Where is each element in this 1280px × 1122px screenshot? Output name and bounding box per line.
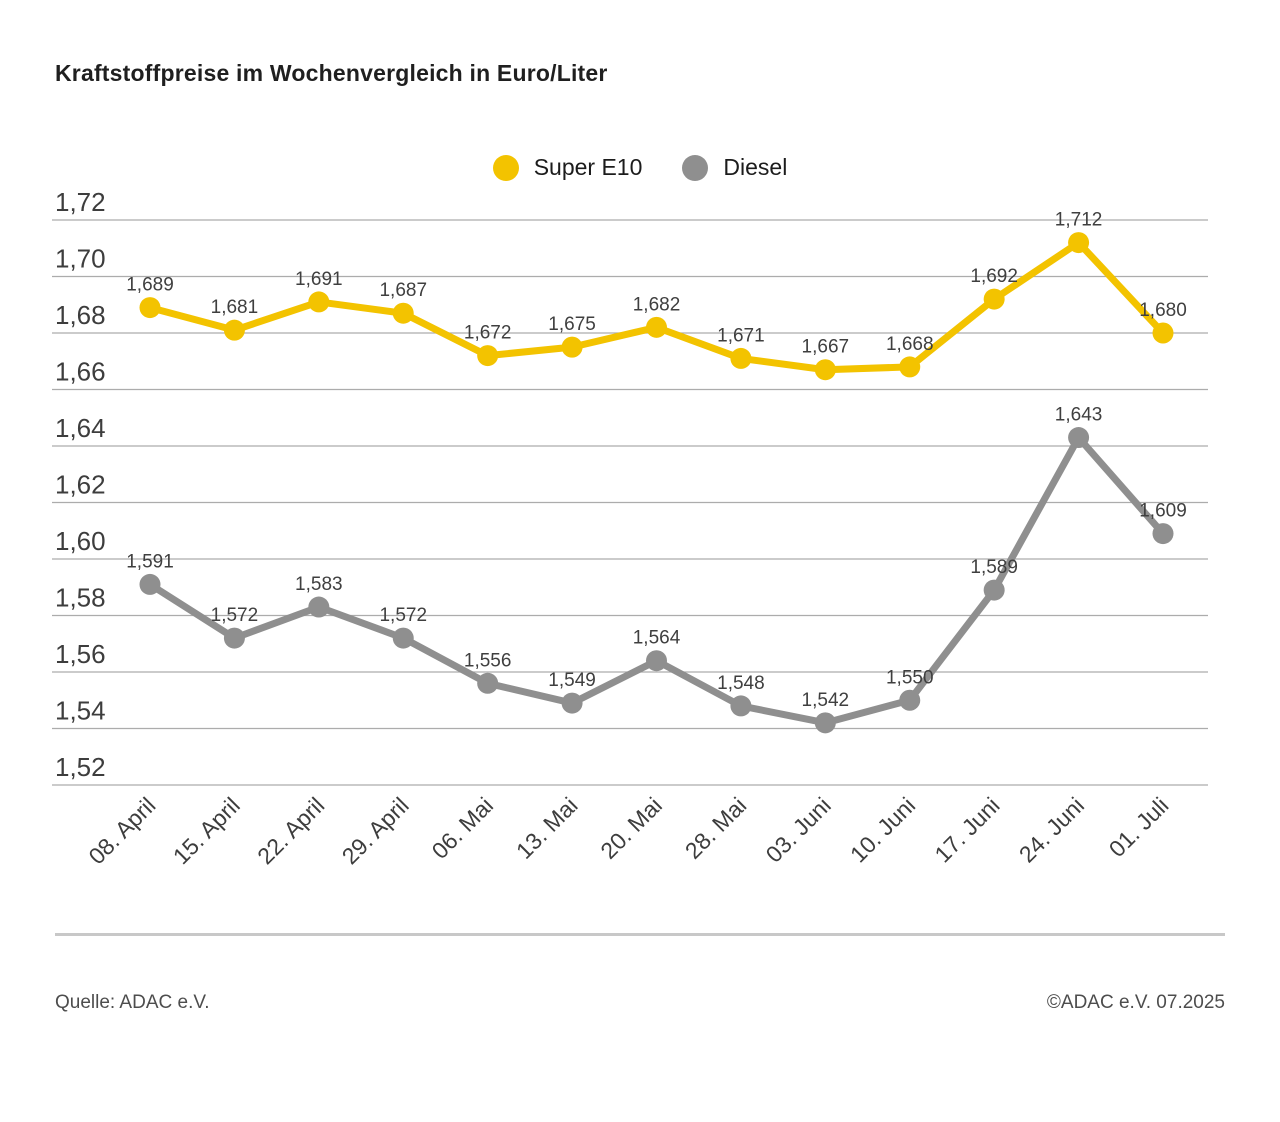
- data-point-super-e10: [223, 319, 245, 341]
- data-point-label-super-e10: 1,680: [1139, 300, 1187, 321]
- legend-item-super-e10: Super E10: [492, 154, 643, 181]
- x-axis-label: 03. Juni: [761, 792, 836, 867]
- data-point-label-diesel: 1,591: [126, 551, 174, 572]
- data-point-label-diesel: 1,643: [1055, 405, 1103, 426]
- legend-label-diesel: Diesel: [723, 154, 788, 180]
- data-point-super-e10: [814, 359, 836, 381]
- data-point-label-diesel: 1,572: [379, 605, 427, 626]
- data-point-super-e10: [1068, 232, 1090, 254]
- x-axis-label: 01. Juli: [1104, 792, 1174, 862]
- data-point-super-e10: [983, 288, 1005, 310]
- x-axis-label: 24. Juni: [1014, 792, 1089, 867]
- data-point-label-diesel: 1,583: [295, 574, 343, 595]
- data-point-label-super-e10: 1,691: [295, 269, 343, 290]
- data-point-label-diesel: 1,589: [970, 557, 1018, 578]
- legend: Super E10 Diesel: [0, 154, 1280, 181]
- y-axis-label: 1,66: [55, 357, 106, 387]
- data-point-super-e10: [1152, 322, 1174, 344]
- data-point-label-super-e10: 1,671: [717, 325, 765, 346]
- legend-label-super-e10: Super E10: [533, 154, 643, 180]
- x-axis-label: 28. Mai: [680, 792, 752, 864]
- data-point-diesel: [392, 627, 414, 649]
- footer: Quelle: ADAC e.V. ©ADAC e.V. 07.2025: [55, 992, 1225, 1014]
- data-point-super-e10: [392, 302, 414, 324]
- data-point-diesel: [223, 627, 245, 649]
- data-point-label-super-e10: 1,681: [211, 297, 259, 318]
- x-axis-label: 17. Juni: [929, 792, 1004, 867]
- data-point-label-super-e10: 1,687: [379, 280, 427, 301]
- data-point-label-super-e10: 1,692: [970, 266, 1018, 287]
- data-point-diesel: [477, 672, 499, 694]
- data-point-label-diesel: 1,572: [211, 605, 259, 626]
- data-point-label-super-e10: 1,675: [548, 314, 596, 335]
- y-axis-label: 1,70: [55, 244, 106, 274]
- copyright-text: ©ADAC e.V. 07.2025: [1046, 992, 1225, 1013]
- data-point-label-diesel: 1,609: [1139, 501, 1187, 522]
- super-e10-dot-icon: [492, 154, 519, 181]
- data-point-label-diesel: 1,556: [464, 650, 512, 671]
- y-axis-label: 1,58: [55, 583, 106, 613]
- footer-divider: [55, 933, 1225, 936]
- y-axis-label: 1,62: [55, 470, 106, 500]
- data-point-label-diesel: 1,549: [548, 670, 596, 691]
- x-axis-label: 08. April: [83, 792, 160, 869]
- diesel-dot-icon: [682, 154, 709, 181]
- y-axis-label: 1,60: [55, 526, 106, 556]
- data-point-super-e10: [730, 347, 752, 369]
- data-point-diesel: [730, 695, 752, 717]
- y-axis-label: 1,72: [55, 187, 106, 217]
- data-point-diesel: [1152, 523, 1174, 545]
- x-axis-label: 13. Mai: [511, 792, 583, 864]
- data-point-label-super-e10: 1,667: [802, 337, 850, 358]
- data-point-diesel: [983, 579, 1005, 601]
- data-point-super-e10: [139, 297, 161, 319]
- data-point-label-super-e10: 1,682: [633, 294, 681, 315]
- data-point-diesel: [1068, 427, 1090, 449]
- legend-item-diesel: Diesel: [682, 154, 787, 181]
- data-point-label-diesel: 1,550: [886, 667, 934, 688]
- fuel-price-line-chart: 1,72 1,70 1,68 1,66 1,64 1,62 1,60 1,58 1,56 1,54…: [52, 187, 1208, 869]
- source-text: Quelle: ADAC e.V.: [55, 992, 210, 1013]
- chart-title: Kraftstoffpreise im Wochenvergleich in E…: [55, 60, 608, 86]
- x-axis-label: 10. Juni: [845, 792, 920, 867]
- x-axis-label: 29. April: [337, 792, 414, 869]
- x-axis-label: 20. Mai: [595, 792, 667, 864]
- data-point-label-super-e10: 1,672: [464, 323, 512, 344]
- data-point-label-diesel: 1,548: [717, 673, 765, 694]
- data-point-diesel: [561, 692, 583, 714]
- data-point-super-e10: [899, 356, 921, 378]
- y-axis-label: 1,64: [55, 413, 106, 443]
- data-point-super-e10: [477, 345, 499, 367]
- data-point-label-diesel: 1,542: [802, 690, 850, 711]
- data-point-label-super-e10: 1,668: [886, 334, 934, 355]
- data-point-label-super-e10: 1,712: [1055, 210, 1103, 231]
- data-point-super-e10: [308, 291, 330, 313]
- data-point-diesel: [139, 573, 161, 595]
- y-axis-label: 1,54: [55, 696, 106, 726]
- data-point-label-super-e10: 1,689: [126, 275, 174, 296]
- data-point-diesel: [814, 712, 836, 734]
- data-point-super-e10: [646, 316, 667, 338]
- data-point-super-e10: [561, 336, 583, 358]
- y-axis-label: 1,68: [55, 300, 106, 330]
- data-point-diesel: [308, 596, 330, 618]
- x-axis-label: 15. April: [168, 792, 245, 869]
- x-axis-label: 22. April: [252, 792, 329, 869]
- data-point-diesel: [646, 650, 667, 672]
- data-point-diesel: [899, 689, 921, 711]
- y-axis-label: 1,56: [55, 639, 106, 669]
- data-point-label-diesel: 1,564: [633, 628, 681, 649]
- y-axis-label: 1,52: [55, 752, 106, 782]
- x-axis-label: 06. Mai: [426, 792, 498, 864]
